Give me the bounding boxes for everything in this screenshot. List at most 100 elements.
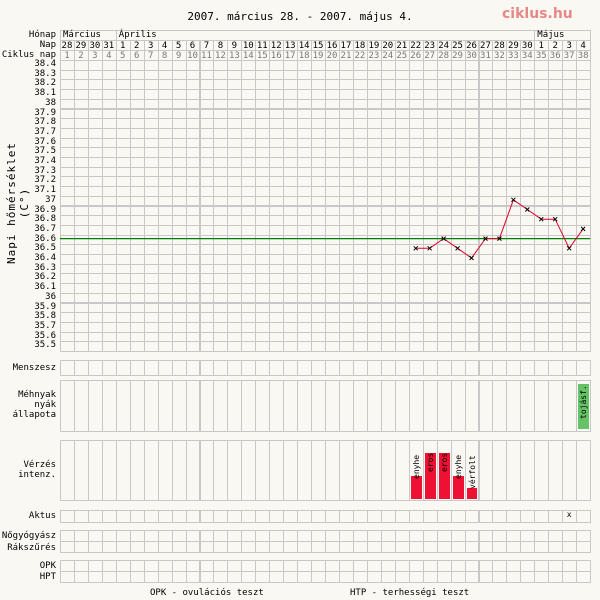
cycle-label: 13 xyxy=(228,51,240,61)
y-tick: 36.2 xyxy=(34,272,56,283)
y-tick: 36.9 xyxy=(34,204,56,215)
day-label: 14 xyxy=(298,41,310,51)
intercourse-cell xyxy=(576,510,592,523)
cervix-cell xyxy=(576,380,592,432)
y-tick: 37.1 xyxy=(34,185,56,196)
temperature-line xyxy=(415,199,584,259)
y-tick: 37.3 xyxy=(34,165,56,176)
cycle-label: 35 xyxy=(535,51,547,61)
label-cervix: Méhnyak xyxy=(18,390,56,400)
temperature-point xyxy=(524,207,530,212)
day-label: 18 xyxy=(354,41,366,51)
temperature-point xyxy=(455,245,460,251)
temperature-point xyxy=(552,216,558,222)
day-label: 4 xyxy=(161,41,168,51)
label-pap: Rákszűrés xyxy=(7,543,56,553)
cycle-label: 2 xyxy=(78,51,84,61)
month-label: Március xyxy=(63,30,101,40)
cycle-label: 12 xyxy=(214,51,226,61)
temperature-point xyxy=(427,245,433,251)
cycle-label: 17 xyxy=(284,51,296,61)
day-label: 1 xyxy=(538,41,544,51)
temperature-point xyxy=(538,216,544,222)
y-tick: 37.2 xyxy=(34,175,56,186)
label-cervix: állapota xyxy=(12,410,56,420)
temp-cell xyxy=(576,341,592,352)
day-label: 29 xyxy=(75,41,87,51)
label-intercourse: Aktus xyxy=(28,511,56,521)
cycle-label: 22 xyxy=(354,51,366,61)
cycle-label: 14 xyxy=(242,51,254,61)
day-label: 11 xyxy=(256,41,268,51)
y-tick: 38.2 xyxy=(34,78,56,89)
cycle-label: 19 xyxy=(312,51,324,61)
cycle-label: 3 xyxy=(92,51,98,61)
cycle-label: 24 xyxy=(382,51,394,61)
cycle-label: 31 xyxy=(480,51,491,61)
label-opk: OPK xyxy=(39,561,56,571)
y-tick: 36.7 xyxy=(34,223,56,234)
cycle-label: 32 xyxy=(493,51,505,61)
cycle-label: 36 xyxy=(549,51,561,61)
cycle-label: 10 xyxy=(187,51,198,61)
month-label: Május xyxy=(537,30,565,40)
day-label: 22 xyxy=(410,41,422,51)
bleeding-bar xyxy=(438,453,450,499)
cycle-label: 8 xyxy=(161,51,168,61)
day-label: 5 xyxy=(175,41,182,51)
cycle-label: 23 xyxy=(368,51,380,61)
footer-opk: OPK - ovulációs teszt xyxy=(150,588,264,598)
day-label: 9 xyxy=(231,41,238,51)
y-tick: 37.7 xyxy=(34,126,56,137)
hpt-cell xyxy=(576,571,592,583)
cycle-label: 9 xyxy=(175,51,182,61)
cycle-label: 16 xyxy=(270,51,282,61)
day-label: 1 xyxy=(120,41,126,51)
day-label: 27 xyxy=(480,41,491,51)
day-label: 15 xyxy=(312,41,324,51)
y-tick: 37.8 xyxy=(34,117,56,128)
day-label: 12 xyxy=(270,41,282,51)
label-bleeding: intenz. xyxy=(18,470,56,480)
y-tick: 36 xyxy=(45,291,56,302)
day-label: 4 xyxy=(580,41,586,51)
cycle-label: 34 xyxy=(521,51,533,61)
bleeding-bar xyxy=(466,487,478,499)
day-label: 31 xyxy=(103,41,115,51)
day-label: 6 xyxy=(189,41,196,51)
cycle-label: 25 xyxy=(396,51,408,61)
y-tick: 38.1 xyxy=(34,88,56,99)
y-tick: 38.4 xyxy=(34,59,56,69)
day-label: 29 xyxy=(507,41,519,51)
temperature-point xyxy=(566,245,572,251)
y-tick: 37.4 xyxy=(34,156,56,166)
label-hpt: HPT xyxy=(39,572,56,582)
day-label: 20 xyxy=(382,41,394,51)
label-gyn: Nőgyógyász xyxy=(1,531,56,541)
temperature-point xyxy=(497,236,502,241)
label-menses: Menszesz xyxy=(12,363,56,373)
cycle-label: 26 xyxy=(410,51,422,61)
day-label: 28 xyxy=(493,41,505,51)
footer-hpt: HTP - terhességi teszt xyxy=(350,588,470,598)
day-label: 13 xyxy=(284,41,296,51)
day-label: 28 xyxy=(61,41,73,51)
y-tick: 36.4 xyxy=(34,253,56,263)
intercourse-mark: x xyxy=(566,510,572,519)
day-label: 25 xyxy=(452,41,463,51)
cycle-label: 21 xyxy=(340,51,352,61)
y-tick: 35.9 xyxy=(34,301,56,312)
day-label: 7 xyxy=(203,41,210,51)
temperature-point xyxy=(441,236,446,241)
day-label: 3 xyxy=(566,41,572,51)
cycle-label: 29 xyxy=(452,51,463,61)
bleeding-bar xyxy=(410,476,422,499)
y-tick: 36.5 xyxy=(34,243,56,254)
cycle-label: 15 xyxy=(256,51,268,61)
cycle-label: 38 xyxy=(577,51,589,61)
pap-cell xyxy=(576,541,592,553)
bleeding-bar xyxy=(424,453,436,499)
label-cervix: nyák xyxy=(34,400,56,410)
day-label: 2 xyxy=(134,41,140,51)
